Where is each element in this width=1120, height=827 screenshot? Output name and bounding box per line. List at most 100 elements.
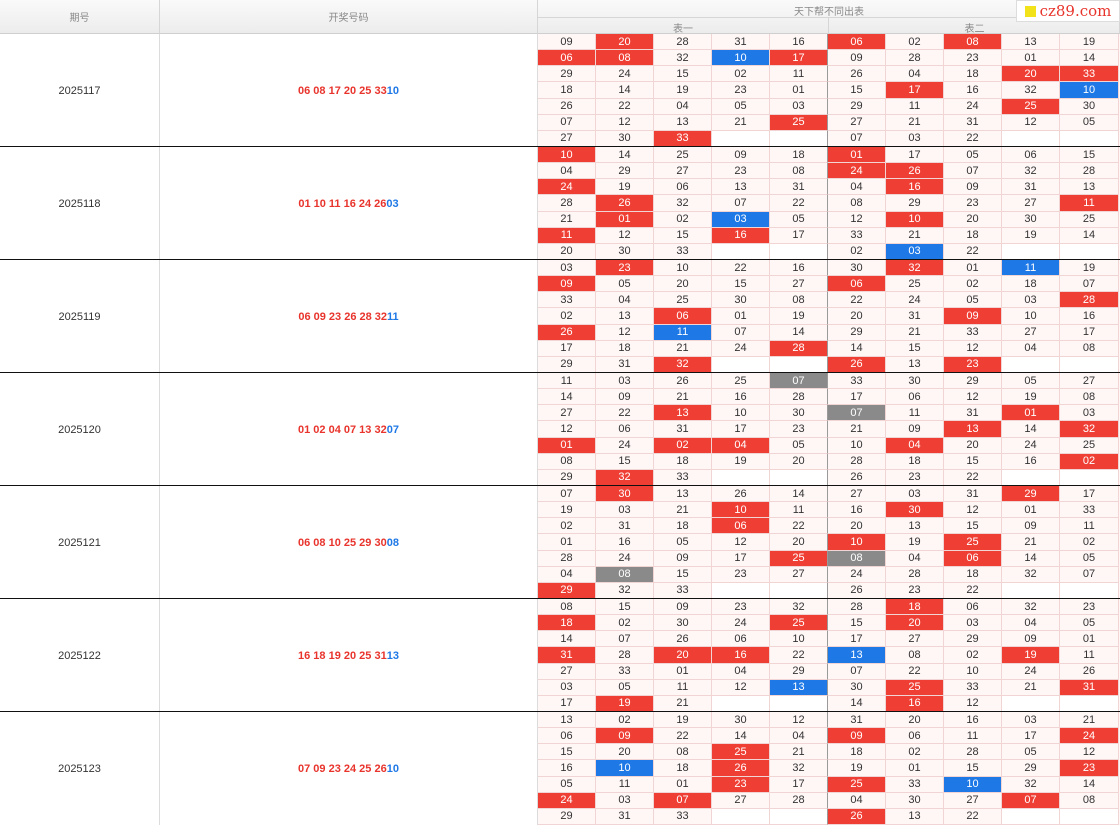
grid-cell: 01 [886, 760, 944, 777]
grid-cell: 24 [1002, 663, 1060, 680]
grid-cell: 01 [538, 534, 596, 551]
hit-red-cell: 26 [596, 195, 654, 212]
grid-cell: 14 [1060, 227, 1119, 244]
hit-red-cell: 09 [596, 728, 654, 745]
grid-cell: 12 [712, 679, 770, 696]
grid-cell: 19 [886, 534, 944, 551]
hit-red-cell: 26 [828, 808, 886, 825]
grid-cell [1060, 808, 1119, 825]
grid-cell: 28 [770, 792, 828, 809]
grid-cell: 24 [712, 615, 770, 632]
grid-cell: 18 [654, 760, 712, 777]
hit-red-cell: 32 [596, 469, 654, 486]
grid-cell: 13 [886, 808, 944, 825]
grid-cell: 08 [1060, 792, 1119, 809]
grid-cell: 13 [654, 486, 712, 503]
grid-cell: 17 [770, 776, 828, 793]
grid-cell: 24 [944, 98, 1002, 115]
hit-red-cell: 32 [886, 260, 944, 277]
grid-cell: 28 [886, 566, 944, 583]
grid-cell: 15 [886, 340, 944, 357]
grid-cell: 17 [1002, 728, 1060, 745]
grid-cell: 04 [538, 163, 596, 180]
grid-cell: 11 [886, 405, 944, 422]
hit-red-cell: 26 [886, 163, 944, 180]
hit-red-cell: 06 [828, 276, 886, 293]
grid-cell: 15 [944, 518, 1002, 535]
grid-cell: 25 [1060, 211, 1119, 228]
grid-cell: 03 [944, 615, 1002, 632]
grid-cell: 28 [886, 50, 944, 67]
grid-cell: 01 [770, 82, 828, 99]
grid-cell: 21 [538, 211, 596, 228]
issue-number: 2025119 [0, 260, 160, 373]
hit-blue-cell: 03 [886, 243, 944, 260]
grid-cell: 08 [1060, 340, 1119, 357]
grid-cell: 07 [538, 114, 596, 131]
grid-cell [712, 243, 770, 260]
draw-header-label: 开奖号码 [328, 13, 369, 24]
grid-cell: 26 [828, 469, 886, 486]
grid-cell: 15 [944, 453, 1002, 470]
hit-red-cell: 29 [538, 582, 596, 599]
grid-cell: 20 [828, 308, 886, 325]
grid-cell: 23 [712, 566, 770, 583]
grid-cell: 14 [1060, 776, 1119, 793]
hit-red-cell: 08 [944, 34, 1002, 51]
grid-cell: 14 [596, 147, 654, 164]
grid-cell: 07 [538, 486, 596, 503]
hit-red-cell: 23 [596, 260, 654, 277]
grid-cell: 17 [712, 550, 770, 567]
grid-cell: 22 [944, 582, 1002, 599]
grid-cell: 03 [886, 486, 944, 503]
grid-cell [1002, 582, 1060, 599]
grid-cell: 07 [1060, 276, 1119, 293]
grid-cell: 15 [712, 276, 770, 293]
grid-cell: 22 [944, 130, 1002, 147]
grid-cell: 29 [886, 195, 944, 212]
hit-red-cell: 26 [828, 356, 886, 373]
grid-cell: 08 [1060, 389, 1119, 406]
grid-cell: 03 [1060, 405, 1119, 422]
grid-cell: 22 [828, 292, 886, 309]
grid-cell: 30 [654, 615, 712, 632]
grid-cell: 26 [828, 582, 886, 599]
grid-cell: 21 [712, 114, 770, 131]
grid-cell: 31 [828, 712, 886, 729]
grid-cell: 09 [1002, 518, 1060, 535]
grid-cell: 26 [712, 486, 770, 503]
grid-cell: 23 [886, 582, 944, 599]
grid-cell: 03 [538, 679, 596, 696]
hit-red-cell: 10 [712, 502, 770, 519]
hit-red-cell: 11 [1060, 195, 1119, 212]
grid-cell: 01 [944, 260, 1002, 277]
grid-cell [1002, 695, 1060, 712]
grid-cell: 13 [1060, 179, 1119, 196]
grid-cell: 32 [770, 599, 828, 616]
grid-cell: 27 [828, 486, 886, 503]
grid-cell: 27 [828, 114, 886, 131]
grid-cell: 14 [828, 695, 886, 712]
hit-red-cell: 02 [654, 437, 712, 454]
grid-cell: 29 [538, 808, 596, 825]
site-logo[interactable]: cz89.com [1016, 0, 1120, 22]
grid-cell: 09 [538, 34, 596, 51]
grid-cell: 03 [596, 373, 654, 390]
grid-cell: 02 [712, 66, 770, 83]
grid-cell: 27 [538, 130, 596, 147]
grid-cell: 05 [1060, 114, 1119, 131]
hit-red-cell: 17 [770, 50, 828, 67]
grid-cell: 29 [770, 663, 828, 680]
grid-cell [712, 356, 770, 373]
grid-cell: 20 [770, 534, 828, 551]
grid-cell: 12 [596, 227, 654, 244]
grid-cell: 21 [886, 114, 944, 131]
grid-cell: 31 [596, 356, 654, 373]
hit-red-cell: 18 [886, 599, 944, 616]
grid-cell: 31 [944, 405, 1002, 422]
grid-cell: 05 [944, 292, 1002, 309]
grid-cell: 30 [712, 712, 770, 729]
hit-red-cell: 32 [654, 356, 712, 373]
hit-blue-cell: 10 [944, 776, 1002, 793]
grid-cell: 30 [886, 792, 944, 809]
